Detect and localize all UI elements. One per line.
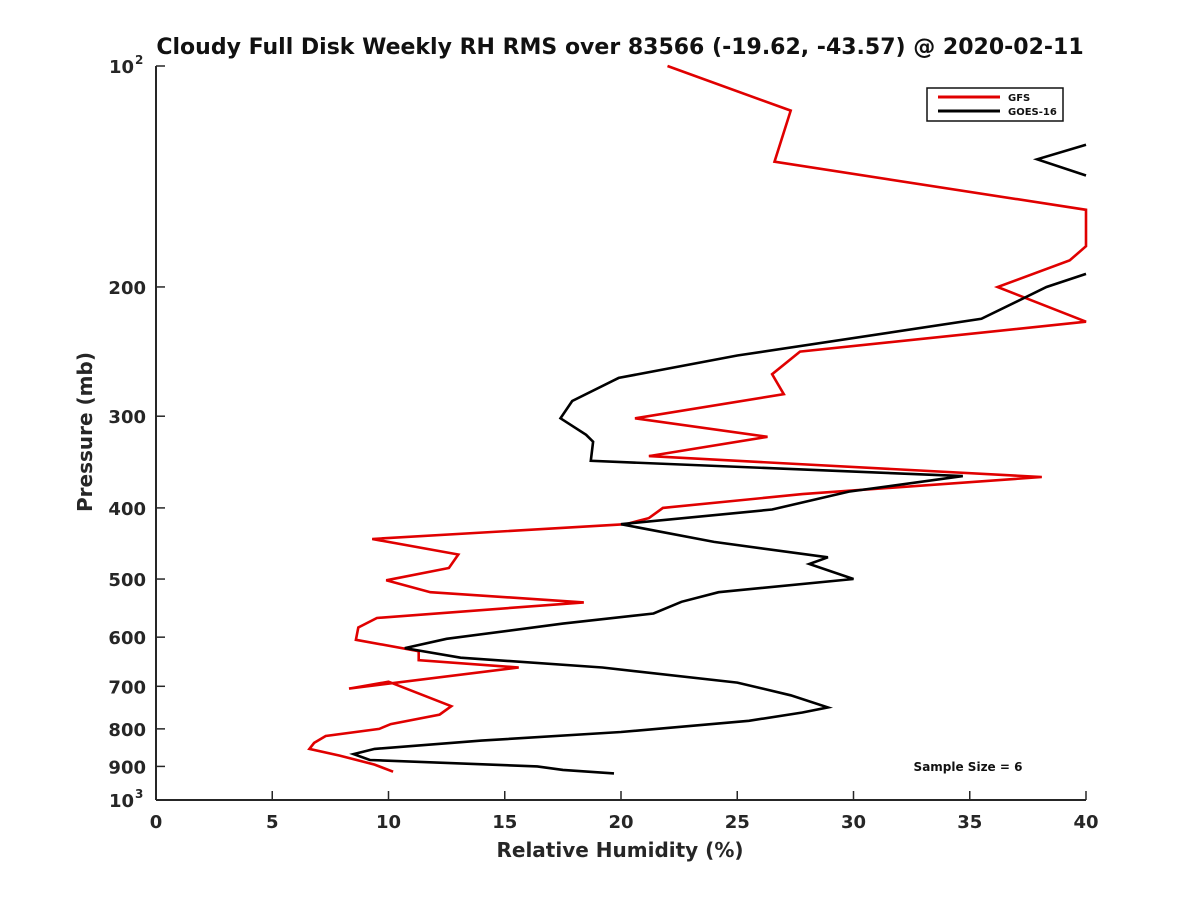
y-tick-label: 300 (108, 407, 146, 428)
y-tick-label: 500 (108, 570, 146, 591)
x-tick-label: 15 (492, 812, 517, 833)
y-axis-label: Pressure (mb) (73, 352, 97, 512)
y-tick-label: 200 (108, 278, 146, 299)
series-line-gfs (307, 64, 1088, 773)
y-tick-exponent: 3 (135, 787, 143, 801)
x-tick-label: 0 (150, 812, 163, 833)
chart-title: Cloudy Full Disk Weekly RH RMS over 8356… (156, 35, 1083, 60)
series-layer (307, 64, 1088, 775)
sample-size-annotation: Sample Size = 6 (914, 760, 1023, 774)
y-tick-label: 600 (108, 628, 146, 649)
y-tick-label: 700 (108, 677, 146, 698)
legend-label-goes16: GOES-16 (1008, 107, 1057, 118)
y-tick-label: 400 (108, 499, 146, 520)
y-tick-exponent: 2 (135, 53, 143, 67)
x-tick-label: 30 (841, 812, 866, 833)
legend-label-gfs: GFS (1008, 93, 1030, 104)
series-line-goes16 (349, 143, 1087, 775)
legend-box (926, 87, 1064, 122)
y-tick-label: 10 (109, 791, 134, 812)
x-tick-label: 25 (725, 812, 750, 833)
y-tick-label: 900 (108, 757, 146, 778)
x-tick-label: 40 (1073, 812, 1098, 833)
x-tick-label: 35 (957, 812, 982, 833)
legend: GFS GOES-16 (926, 87, 1064, 122)
x-tick-label: 5 (266, 812, 279, 833)
x-tick-label: 10 (376, 812, 401, 833)
x-tick-label: 20 (608, 812, 633, 833)
x-axis-label: Relative Humidity (%) (496, 838, 743, 862)
y-tick-label: 10 (109, 57, 134, 78)
y-tick-label: 800 (108, 720, 146, 741)
